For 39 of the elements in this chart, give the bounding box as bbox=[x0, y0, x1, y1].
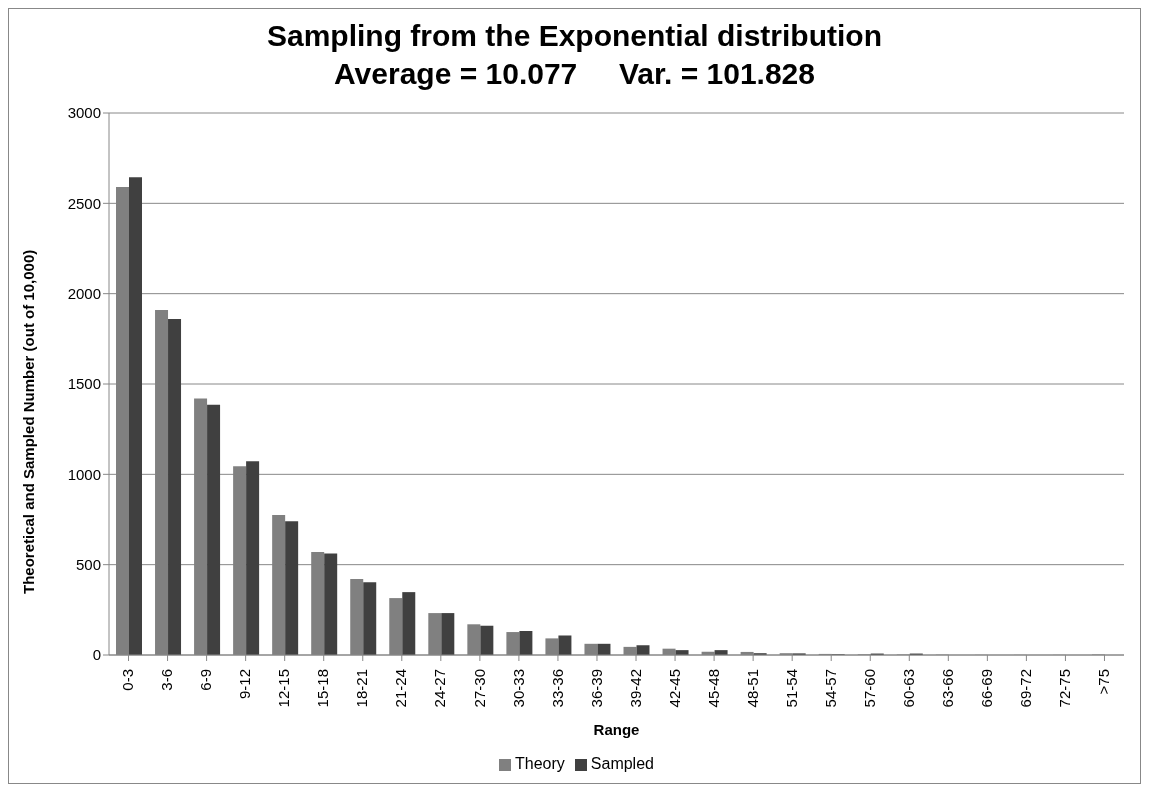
legend-label: Sampled bbox=[590, 755, 654, 772]
x-tick-label: 45-48 bbox=[704, 669, 722, 708]
x-tick-label: 27-30 bbox=[470, 669, 488, 708]
x-tick-label: 48-51 bbox=[743, 669, 761, 708]
y-tick-label: 500 bbox=[75, 555, 101, 573]
x-tick-label: 30-33 bbox=[509, 669, 527, 708]
x-tick-label: 57-60 bbox=[860, 669, 878, 708]
x-tick-label: 66-69 bbox=[978, 669, 996, 708]
legend-label: Theory bbox=[515, 755, 565, 772]
x-tick-label: 60-63 bbox=[899, 669, 917, 708]
x-tick-label: >75 bbox=[1095, 669, 1113, 695]
x-tick-label: 15-18 bbox=[314, 669, 332, 708]
x-tick-label: 18-21 bbox=[353, 669, 371, 708]
y-axis-title: Theoretical and Sampled Number (out of 10,000) bbox=[20, 249, 38, 594]
x-tick-label: 54-57 bbox=[821, 669, 839, 708]
x-tick-label: 6-9 bbox=[197, 669, 215, 691]
x-tick-label: 42-45 bbox=[665, 669, 683, 708]
y-tick-label: 2500 bbox=[67, 194, 101, 212]
x-tick-label: 24-27 bbox=[431, 669, 449, 708]
x-tick-label: 72-75 bbox=[1056, 669, 1074, 708]
x-tick-label: 63-66 bbox=[938, 669, 956, 708]
x-tick-label: 33-36 bbox=[548, 669, 566, 708]
chart-subtitle: Average = 10.077 Var. = 101.828 bbox=[333, 56, 816, 92]
x-axis-title: Range bbox=[593, 721, 640, 738]
y-tick-label: 0 bbox=[92, 646, 101, 664]
x-tick-label: 39-42 bbox=[626, 669, 644, 708]
x-tick-label: 36-39 bbox=[587, 669, 605, 708]
x-tick-label: 3-6 bbox=[158, 669, 176, 691]
x-tick-label: 12-15 bbox=[275, 669, 293, 708]
y-tick-label: 1000 bbox=[67, 465, 101, 483]
x-tick-label: 69-72 bbox=[1017, 669, 1035, 708]
chart-title: Sampling from the Exponential distribution bbox=[266, 18, 883, 54]
x-tick-label: 21-24 bbox=[392, 669, 410, 708]
x-tick-label: 51-54 bbox=[782, 669, 800, 708]
x-tick-label: 9-12 bbox=[236, 669, 254, 700]
x-tick-label: 0-3 bbox=[119, 669, 137, 691]
y-tick-label: 2000 bbox=[67, 284, 101, 302]
y-tick-label: 1500 bbox=[67, 375, 101, 393]
y-tick-label: 3000 bbox=[67, 104, 101, 122]
